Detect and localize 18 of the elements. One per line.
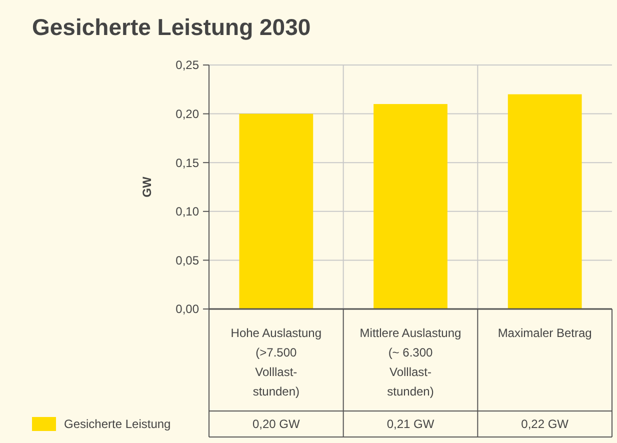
bar	[374, 104, 448, 309]
chart-title: Gesicherte Leistung 2030	[32, 14, 311, 40]
x-tick-label: Hohe Auslastung (>7.500 Volllast- stunden)	[230, 326, 322, 398]
bar	[239, 114, 314, 309]
x-tick-label: Mittlere Auslastung (~ 6.300 Volllast- stunden)	[360, 326, 462, 398]
data-label: 0,21 GW	[386, 417, 435, 432]
x-tick-label: Maximaler Betrag	[498, 326, 592, 340]
y-tick-label: 0,25	[176, 58, 200, 72]
legend-label: Gesicherte Leistung	[64, 417, 171, 432]
bar	[508, 94, 582, 309]
y-tick-label: 0,20	[176, 107, 200, 121]
y-tick-label: 0,15	[176, 156, 200, 170]
y-axis-title: GW	[140, 176, 154, 198]
y-tick-label: 0,10	[176, 204, 200, 219]
y-tick-label: 0,00	[176, 302, 200, 316]
data-label: 0,20 GW	[252, 417, 301, 432]
y-tick-label: 0,05	[176, 253, 200, 268]
data-label: 0,22 GW	[521, 417, 570, 432]
